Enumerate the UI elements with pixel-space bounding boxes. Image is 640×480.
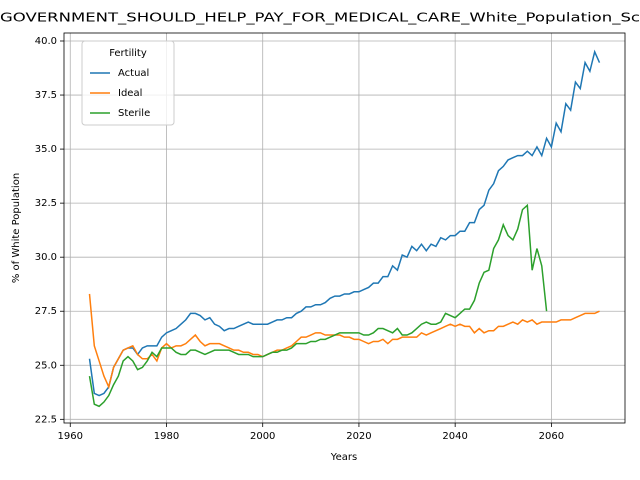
legend-title: Fertility bbox=[109, 48, 147, 59]
y-tick-label: 22.5 bbox=[35, 414, 57, 425]
plot-frame bbox=[63, 32, 626, 424]
chart-title: GOVERNMENT_SHOULD_HELP_PAY_FOR_MEDICAL_C… bbox=[0, 11, 640, 25]
x-axis-label: Years bbox=[330, 452, 357, 463]
x-tick-label: 1960 bbox=[58, 431, 83, 442]
y-axis-label: % of White Population bbox=[11, 173, 22, 283]
y-tick-label: 27.5 bbox=[35, 306, 57, 317]
y-tick-label: 35.0 bbox=[35, 144, 57, 155]
data-line bbox=[88, 49, 601, 397]
y-tick-label: 30.0 bbox=[35, 252, 57, 263]
legend-box bbox=[81, 40, 175, 126]
y-tick-label: 40.0 bbox=[35, 36, 57, 47]
legend: Fertility Actual Ideal Sterile bbox=[81, 40, 175, 126]
x-tick-label: 2020 bbox=[346, 431, 371, 442]
data-line bbox=[88, 203, 548, 408]
legend-label: Ideal bbox=[118, 88, 142, 99]
x-tick-label: 2000 bbox=[250, 431, 275, 442]
x-tick-label: 1980 bbox=[154, 431, 179, 442]
legend-label: Sterile bbox=[118, 108, 150, 119]
x-tick-label: 2060 bbox=[539, 431, 564, 442]
legend-label: Actual bbox=[118, 68, 149, 79]
y-tick-label: 25.0 bbox=[35, 360, 57, 371]
x-tick-label: 2040 bbox=[442, 431, 467, 442]
y-tick-label: 37.5 bbox=[35, 90, 57, 101]
data-line bbox=[88, 293, 600, 390]
y-tick-label: 32.5 bbox=[35, 198, 57, 209]
